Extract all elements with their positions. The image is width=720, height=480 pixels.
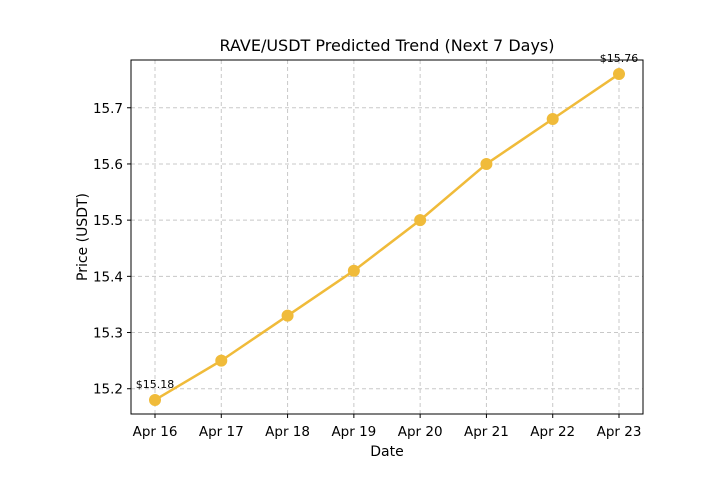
y-tick-label: 15.4	[93, 269, 123, 285]
data-point	[347, 264, 360, 277]
x-tick-label: Apr 18	[265, 424, 310, 440]
y-tick-label: 15.2	[93, 382, 123, 398]
x-tick-label: Apr 16	[133, 424, 178, 440]
data-point	[281, 309, 294, 322]
x-tick-label: Apr 21	[464, 424, 509, 440]
data-point	[414, 214, 427, 227]
data-point	[613, 68, 625, 81]
data-labels: $15.18 $15.76	[136, 52, 639, 391]
chart-title: RAVE/USDT Predicted Trend (Next 7 Days)	[220, 36, 555, 55]
x-tick-label: Apr 17	[199, 424, 244, 440]
data-point	[480, 157, 493, 170]
x-axis-label: Date	[370, 444, 403, 460]
data-point	[149, 393, 161, 406]
data-point	[215, 354, 228, 367]
grid-lines	[131, 60, 643, 414]
x-tick-label: Apr 20	[398, 424, 443, 440]
series-line	[154, 73, 620, 402]
data-label: $15.18	[136, 378, 175, 391]
data-point	[546, 113, 559, 125]
x-tick-label: Apr 19	[331, 424, 376, 440]
data-label: $15.76	[600, 52, 639, 65]
data-points	[149, 68, 625, 406]
y-axis-label: Price (USDT)	[75, 193, 91, 281]
x-tick-label: Apr 22	[530, 424, 575, 440]
plot-area-frame	[130, 59, 644, 415]
x-axis-ticks: Apr 16 Apr 17 Apr 18 Apr 19 Apr 20 Apr 21 Apr …	[133, 414, 642, 440]
y-tick-label: 15.7	[93, 101, 123, 117]
y-axis-ticks: 15.2 15.3 15.4 15.5 15.6 15.7	[93, 101, 131, 398]
y-tick-label: 15.3	[93, 326, 123, 342]
y-tick-label: 15.6	[93, 157, 123, 173]
x-tick-label: Apr 23	[597, 424, 642, 440]
y-tick-label: 15.5	[93, 213, 123, 229]
